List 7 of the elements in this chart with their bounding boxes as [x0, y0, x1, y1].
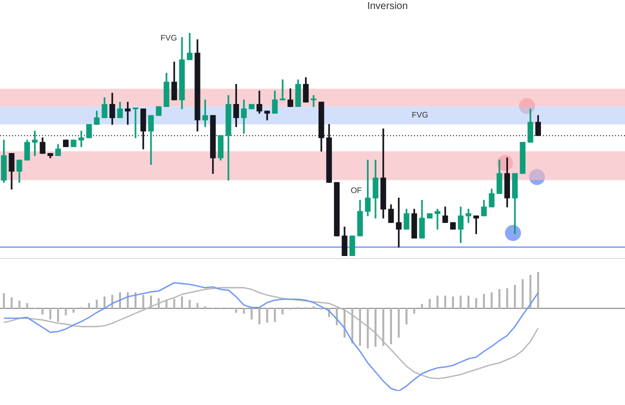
candlestick — [132, 107, 138, 138]
candlestick — [434, 208, 440, 230]
annotation: FVG — [160, 34, 177, 43]
candlestick — [466, 208, 472, 223]
band-label: FVG — [412, 110, 428, 120]
text: Inversion — [367, 0, 408, 12]
annotation: OF — [350, 186, 362, 195]
